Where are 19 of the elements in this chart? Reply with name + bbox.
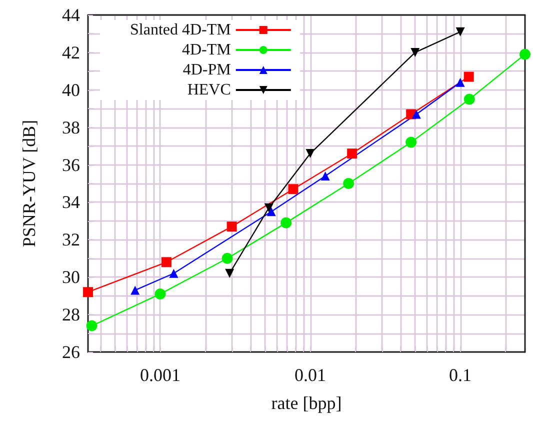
x-tick-label: 0.01 [294, 365, 326, 385]
x-tick-label: 0.1 [449, 365, 472, 385]
y-tick-label: 28 [62, 304, 80, 325]
y-tick-label: 26 [62, 342, 80, 362]
legend-label: Slanted 4D-TM [130, 22, 231, 38]
y-tick-label: 44 [62, 5, 80, 25]
legend-label: 4D-TM [182, 42, 231, 58]
y-tick-label: 38 [62, 117, 80, 138]
y-tick-label: 36 [62, 154, 80, 175]
x-tick-label: 0.001 [140, 365, 180, 385]
y-tick-label: 32 [62, 230, 80, 250]
y-tick-label: 42 [62, 42, 80, 62]
legend-label: 4D-PM [182, 62, 231, 78]
legend-label: HEVC [187, 82, 231, 98]
y-tick-label: 40 [62, 80, 80, 100]
y-axis-title: PSNR-YUV [dB] [19, 120, 39, 248]
x-axis-title: rate [bpp] [271, 393, 342, 413]
y-tick-label: 30 [62, 267, 80, 288]
y-tick-label: 34 [62, 192, 80, 212]
